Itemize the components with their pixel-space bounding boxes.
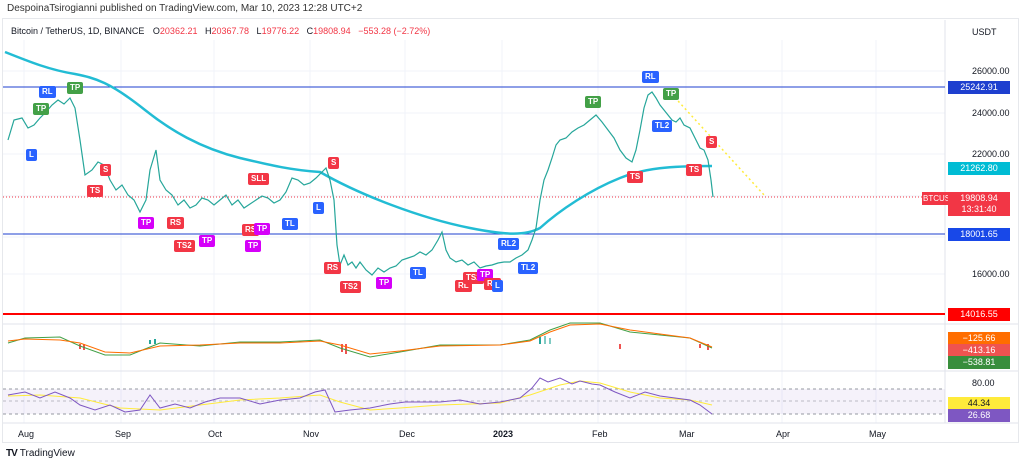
rsi-value-tag: 26.68 bbox=[948, 409, 1010, 422]
moving-average-line[interactable] bbox=[4, 50, 713, 235]
signal-marker[interactable]: TP bbox=[663, 88, 680, 100]
signal-marker[interactable]: TP bbox=[67, 82, 84, 94]
signal-marker[interactable]: RS bbox=[167, 217, 185, 229]
time-label: May bbox=[869, 429, 887, 439]
rsi-tick: 80.00 bbox=[972, 378, 995, 388]
macd-signal-tag: −125.66 bbox=[948, 332, 1010, 345]
signal-marker[interactable]: SLL bbox=[248, 173, 270, 185]
signal-marker[interactable]: S bbox=[328, 157, 340, 169]
ohlc-legend: Bitcoin / TetherUS, 1D, BINANCE O20362.2… bbox=[11, 26, 431, 36]
high-value: 20367.78 bbox=[211, 26, 250, 36]
time-label: Apr bbox=[776, 429, 791, 439]
brand-name: TradingView bbox=[19, 448, 75, 459]
time-label: Oct bbox=[208, 429, 223, 439]
rsi-pane[interactable] bbox=[3, 377, 945, 415]
low-value: 19776.22 bbox=[261, 26, 300, 36]
signal-marker[interactable]: TS2 bbox=[174, 240, 195, 252]
price-tick: 24000.00 bbox=[972, 108, 1010, 118]
macd-histogram-tag: −413.16 bbox=[948, 344, 1010, 357]
signal-marker[interactable]: S bbox=[100, 164, 112, 176]
tradingview-brand[interactable]: TV TradingView bbox=[6, 448, 75, 459]
signal-marker[interactable]: TP bbox=[245, 240, 262, 252]
signal-marker[interactable]: TS bbox=[686, 164, 703, 176]
price-tick: 22000.00 bbox=[972, 149, 1010, 159]
signal-marker[interactable]: RL bbox=[39, 86, 56, 98]
signal-marker[interactable]: TP bbox=[376, 277, 393, 289]
signal-marker[interactable]: RL2 bbox=[498, 238, 520, 250]
time-label: Nov bbox=[303, 429, 320, 439]
signal-marker[interactable]: TP bbox=[254, 223, 271, 235]
macd-line-tag: −538.81 bbox=[948, 356, 1010, 369]
grid bbox=[3, 40, 945, 423]
signal-marker[interactable]: L bbox=[313, 202, 324, 214]
signal-marker[interactable]: RS bbox=[324, 262, 342, 274]
signal-marker[interactable]: TL bbox=[282, 218, 298, 230]
symbol-tag: BTCUSDT bbox=[922, 192, 948, 205]
last-price-tag: 19808.94 bbox=[948, 192, 1010, 205]
signal-marker[interactable]: TS bbox=[627, 171, 644, 183]
publisher-line: DespoinaTsirogianni published on Trading… bbox=[7, 3, 363, 14]
symbol-title[interactable]: Bitcoin / TetherUS, 1D, BINANCE bbox=[11, 26, 145, 36]
candles[interactable] bbox=[7, 91, 714, 276]
signal-marker[interactable]: TL2 bbox=[518, 262, 539, 274]
time-label: 2023 bbox=[493, 429, 514, 439]
rsi-ma-tag: 44.34 bbox=[948, 397, 1010, 410]
signal-marker[interactable]: TS bbox=[87, 185, 104, 197]
support-price-tag: 18001.65 bbox=[948, 228, 1010, 241]
chart-frame[interactable] bbox=[2, 18, 1019, 443]
change-value: −553.28 (−2.72%) bbox=[358, 26, 431, 36]
signal-marker[interactable]: TP bbox=[585, 96, 602, 108]
tradingview-logo-icon: TV bbox=[6, 448, 18, 459]
time-label: Aug bbox=[18, 429, 35, 439]
price-tick: 26000.00 bbox=[972, 66, 1010, 76]
signal-marker[interactable]: TL bbox=[410, 267, 426, 279]
signal-marker[interactable]: RL bbox=[642, 71, 659, 83]
signal-marker[interactable]: TL2 bbox=[652, 120, 673, 132]
signal-marker[interactable]: L bbox=[492, 280, 503, 292]
price-tick: 16000.00 bbox=[972, 269, 1010, 279]
time-label: Mar bbox=[679, 429, 695, 439]
time-label: Sep bbox=[115, 429, 132, 439]
open-value: 20362.21 bbox=[159, 26, 198, 36]
time-label: Dec bbox=[399, 429, 416, 439]
time-label: Feb bbox=[592, 429, 608, 439]
currency-label: USDT bbox=[972, 27, 997, 37]
signal-marker[interactable]: TS2 bbox=[340, 281, 361, 293]
resistance-price-tag: 25242.91 bbox=[948, 81, 1010, 94]
low-support-price-tag: 14016.55 bbox=[948, 308, 1010, 321]
close-value: 19808.94 bbox=[313, 26, 351, 36]
signal-marker[interactable]: S bbox=[706, 136, 718, 148]
signal-marker[interactable]: TP bbox=[33, 103, 50, 115]
macd-pane[interactable] bbox=[7, 322, 713, 358]
signal-marker[interactable]: TP bbox=[199, 235, 216, 247]
ma-price-tag: 21262.80 bbox=[948, 162, 1010, 175]
countdown-tag: 13:31:40 bbox=[948, 203, 1010, 216]
signal-marker[interactable]: L bbox=[26, 149, 37, 161]
signal-marker[interactable]: TP bbox=[138, 217, 155, 229]
